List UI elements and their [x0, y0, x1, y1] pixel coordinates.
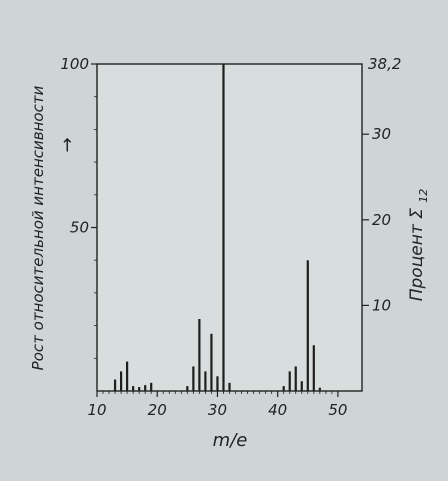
y-right-tick-label: 10 — [372, 296, 391, 314]
bars-layer — [113, 64, 321, 391]
x-tick-label: 20 — [148, 401, 167, 419]
right-axis-label-subscript: 12 — [417, 189, 430, 203]
left-axis-label: Рост относительной интенсивности — [29, 85, 47, 370]
left-axis-arrow: → — [57, 137, 78, 152]
x-tick-label: 10 — [87, 401, 106, 419]
y-right-max-label: 38,2 — [368, 55, 401, 73]
x-axis-label: m/e — [213, 430, 248, 451]
y-left-tick-label: 50 — [70, 219, 89, 237]
y-right-tick-label: 20 — [372, 211, 391, 229]
ticks-layer: 10 20 30 40 50 50 100 10 20 30 38,2 — [60, 55, 401, 419]
y-right-tick-label: 30 — [372, 125, 391, 143]
right-axis-label-text: Процент Σ — [407, 208, 427, 301]
plot-area — [97, 64, 362, 391]
x-tick-label: 40 — [268, 401, 287, 419]
y-left-tick-label: 100 — [60, 55, 89, 73]
x-tick-label: 30 — [208, 401, 227, 419]
x-tick-label: 50 — [328, 401, 347, 419]
right-axis-label: Процент Σ 12 — [407, 189, 430, 302]
